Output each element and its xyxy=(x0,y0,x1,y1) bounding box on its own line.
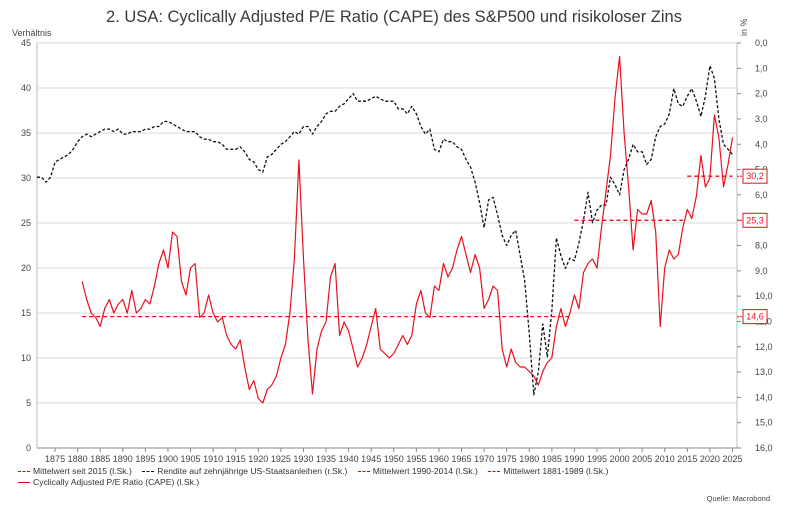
x-tick-label: 1945 xyxy=(361,454,381,464)
x-tick-label: 1900 xyxy=(158,454,178,464)
legend-swatch xyxy=(18,471,30,473)
legend-label: Mittelwert 1881-1989 (l.Sk.) xyxy=(503,466,609,476)
chart-title: 2. USA: Cyclically Adjusted P/E Ratio (C… xyxy=(106,8,682,26)
x-tick-label: 1905 xyxy=(181,454,201,464)
legend-item-cape: Cyclically Adjusted P/E Ratio (CAPE) (l.… xyxy=(18,477,199,488)
x-tick-label: 1970 xyxy=(474,454,494,464)
y-right-tick-label: 12,0 xyxy=(755,342,773,352)
x-tick-label: 1960 xyxy=(429,454,449,464)
x-tick-label: 2015 xyxy=(677,454,697,464)
x-tick-label: 1980 xyxy=(519,454,539,464)
y-right-tick-label: 14,0 xyxy=(755,392,773,402)
y-left-tick-label: 5 xyxy=(26,398,31,408)
legend-label: Mittelwert 1990-2014 (l.Sk.) xyxy=(372,466,478,476)
x-tick-label: 1915 xyxy=(226,454,246,464)
annotation-box xyxy=(742,212,768,228)
legend-swatch xyxy=(357,471,370,473)
legend-label: Rendite auf zehnjährige US-Staatsanleihe… xyxy=(157,466,348,476)
x-tick-label: 1975 xyxy=(497,454,517,464)
x-tick-label: 1935 xyxy=(316,454,336,464)
x-tick-label: 1895 xyxy=(135,454,155,464)
annotation-label: 14,6 xyxy=(746,312,764,322)
x-tick-label: 1950 xyxy=(384,454,404,464)
x-tick-label: 2025 xyxy=(722,454,742,464)
legend: Mittelwert seit 2015 (l.Sk.) Rendite auf… xyxy=(18,466,778,488)
series-line-0 xyxy=(81,55,734,404)
legend-swatch xyxy=(18,482,30,484)
legend-item-mean-2015: Mittelwert seit 2015 (l.Sk.) xyxy=(18,466,132,477)
y-right-tick-label: 16,0 xyxy=(755,443,773,453)
x-tick-label: 1875 xyxy=(45,454,65,464)
x-tick-label: 1990 xyxy=(564,454,584,464)
source-note: Quelle: Macrobond xyxy=(706,494,770,503)
y-right-tick-label: 0,0 xyxy=(755,38,768,48)
x-tick-label: 1930 xyxy=(293,454,313,464)
y-right-tick-label: 1,0 xyxy=(755,63,768,73)
y-right-tick-label: 2,0 xyxy=(755,89,768,99)
annotation-box xyxy=(742,168,768,184)
annotation-box xyxy=(742,309,768,325)
annotation-label: 25,3 xyxy=(746,215,764,225)
legend-item-treasury-yield: Rendite auf zehnjährige US-Staatsanleihe… xyxy=(142,466,347,477)
y-left-tick-label: 30 xyxy=(21,173,31,183)
y-left-tick-label: 0 xyxy=(26,443,31,453)
y-left-tick-label: 15 xyxy=(21,308,31,318)
legend-item-mean-1990-2014: Mittelwert 1990-2014 (l.Sk.) xyxy=(357,466,478,477)
x-tick-label: 1920 xyxy=(248,454,268,464)
x-tick-label: 1885 xyxy=(90,454,110,464)
series-line-1 xyxy=(37,65,733,396)
y-right-tick-label: 9,0 xyxy=(755,266,768,276)
y-right-tick-label: 13,0 xyxy=(755,367,773,377)
legend-swatch xyxy=(488,471,501,473)
y-right-tick-label: 8,0 xyxy=(755,241,768,251)
y-right-tick-label: 6,0 xyxy=(755,190,768,200)
x-tick-label: 2000 xyxy=(610,454,630,464)
x-tick-label: 2005 xyxy=(632,454,652,464)
x-tick-label: 1880 xyxy=(68,454,88,464)
y-left-tick-label: 35 xyxy=(21,128,31,138)
y-right-tick-label: 3,0 xyxy=(755,114,768,124)
x-tick-label: 1985 xyxy=(542,454,562,464)
y-left-tick-label: 45 xyxy=(21,38,31,48)
y-right-tick-label: 15,0 xyxy=(755,418,773,428)
x-tick-label: 1940 xyxy=(339,454,359,464)
x-tick-label: 1925 xyxy=(271,454,291,464)
x-tick-label: 1995 xyxy=(587,454,607,464)
legend-label: Cyclically Adjusted P/E Ratio (CAPE) (l.… xyxy=(33,477,200,487)
y-left-axis-label: Verhältnis xyxy=(12,28,52,38)
y-left-tick-label: 40 xyxy=(21,83,31,93)
y-right-tick-label: 4,0 xyxy=(755,139,768,149)
x-tick-label: 2010 xyxy=(655,454,675,464)
y-left-tick-label: 20 xyxy=(21,263,31,273)
annotation-label: 30,2 xyxy=(746,171,764,181)
y-right-tick-label: 10,0 xyxy=(755,291,773,301)
x-tick-label: 1965 xyxy=(452,454,472,464)
legend-item-mean-1881-1989: Mittelwert 1881-1989 (l.Sk.) xyxy=(488,466,608,477)
legend-swatch xyxy=(142,471,155,473)
y-left-tick-label: 25 xyxy=(21,218,31,228)
x-tick-label: 1910 xyxy=(203,454,223,464)
legend-label: Mittelwert seit 2015 (l.Sk.) xyxy=(33,466,132,476)
y-right-axis-label: in % xyxy=(739,18,749,36)
y-left-tick-label: 10 xyxy=(21,353,31,363)
x-tick-label: 1955 xyxy=(406,454,426,464)
x-tick-label: 1890 xyxy=(113,454,133,464)
x-tick-label: 2020 xyxy=(700,454,720,464)
